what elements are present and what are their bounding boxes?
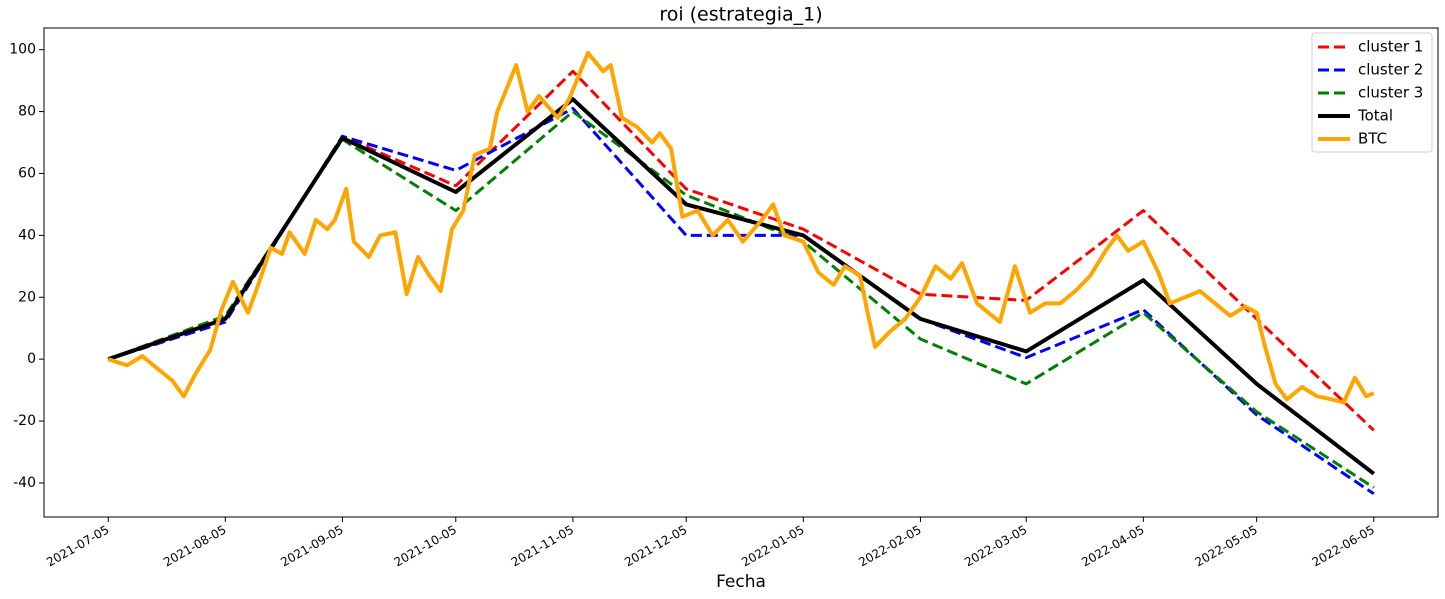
x-tick-label: 2022-01-05 bbox=[739, 523, 806, 570]
legend-label: cluster 1 bbox=[1358, 38, 1423, 56]
y-tick-label: 80 bbox=[18, 104, 36, 120]
legend-box bbox=[1311, 32, 1433, 153]
legend-label: BTC bbox=[1358, 130, 1387, 148]
x-tick-label: 2021-09-05 bbox=[278, 523, 345, 570]
line-series bbox=[107, 97, 1376, 476]
y-tick-label: -20 bbox=[13, 413, 36, 429]
x-axis-label: Fecha bbox=[716, 572, 766, 592]
x-tick-label: 2021-11-05 bbox=[509, 523, 576, 570]
y-tick-label: 40 bbox=[18, 227, 36, 243]
line-series bbox=[107, 107, 1375, 496]
y-tick-label: 0 bbox=[27, 351, 36, 367]
x-tick-label: 2022-02-05 bbox=[856, 523, 923, 570]
y-tick-label: 60 bbox=[18, 165, 36, 181]
plot-frame bbox=[43, 27, 1439, 518]
line-series bbox=[107, 69, 1375, 432]
x-tick-label: 2022-05-05 bbox=[1193, 523, 1260, 570]
x-tick-label: 2021-10-05 bbox=[392, 523, 459, 570]
legend-label: cluster 3 bbox=[1358, 84, 1423, 102]
y-tick-label: -40 bbox=[13, 475, 36, 491]
y-tick-label: 20 bbox=[18, 289, 36, 305]
x-tick-label: 2022-04-05 bbox=[1079, 523, 1146, 570]
x-tick-label: 2021-08-05 bbox=[161, 523, 228, 570]
y-tick-label: 100 bbox=[9, 42, 36, 58]
x-tick-label: 2021-07-05 bbox=[44, 523, 111, 570]
x-tick-label: 2022-03-05 bbox=[962, 523, 1029, 570]
chart-title: roi (estrategia_1) bbox=[659, 4, 822, 26]
legend-label: Total bbox=[1357, 107, 1393, 125]
x-tick-label: 2021-12-05 bbox=[622, 523, 689, 570]
legend-label: cluster 2 bbox=[1358, 61, 1423, 79]
line-series bbox=[107, 110, 1375, 489]
x-tick-label: 2022-06-05 bbox=[1310, 523, 1377, 570]
line-series bbox=[107, 50, 1375, 405]
